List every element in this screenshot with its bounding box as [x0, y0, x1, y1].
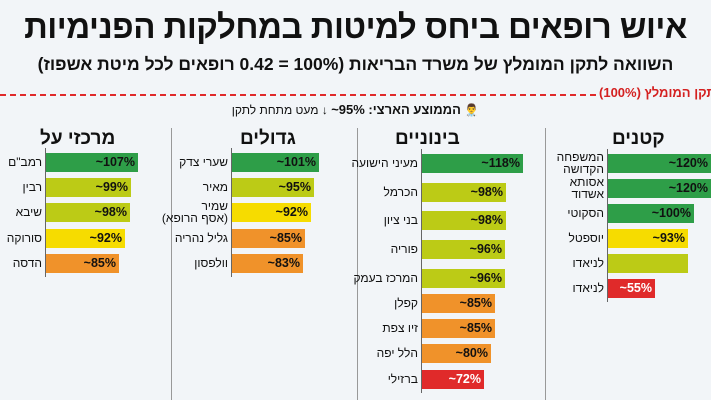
bar-value-label: ~98% [470, 185, 503, 199]
bar-value-label: ~85% [269, 231, 302, 245]
national-average-note: ↓ מעט מתחת לתקן [231, 103, 328, 117]
bar: ~85% [422, 294, 495, 313]
bar-value-label: ~92% [275, 205, 308, 219]
category-label: זיו צפת [382, 321, 418, 335]
bar-value-label: ~120% [668, 181, 708, 195]
bar: ~101% [232, 153, 319, 172]
chart-title: איוש רופאים ביחס למיטות במחלקות הפנימיות [24, 8, 687, 45]
bar-value-label: ~85% [459, 296, 492, 310]
category-label: פוריה [390, 242, 418, 256]
bar-value-label: ~120% [668, 156, 708, 170]
category-label: רבין [22, 180, 42, 194]
reference-line [0, 94, 596, 96]
group-title: קטנים [612, 128, 665, 149]
category-label: שמיר (אסף הרופא) [161, 199, 228, 225]
bar: ~93% [608, 229, 688, 248]
bar: ~85% [232, 229, 305, 248]
bar-value-label: ~96% [469, 271, 502, 285]
reference-line-label: התקן המומלץ (100%) [599, 85, 711, 100]
bar: ~118% [422, 154, 523, 173]
bar-value-label: ~99% [95, 180, 128, 194]
bar-value-label: ~93% [652, 231, 685, 245]
bar: ~95% [232, 178, 314, 197]
bar: ~100% [608, 204, 694, 223]
bar: ~92% [232, 203, 311, 222]
group-divider [545, 128, 546, 400]
bar-value-label: ~107% [95, 155, 135, 169]
chart-subtitle: השוואה לתקן המומלץ של משרד הבריאות (100%… [37, 54, 674, 74]
group-title: מרכזי על [40, 128, 116, 149]
bar-value-label: ~85% [459, 321, 492, 335]
bar-value-label: ~92% [89, 231, 122, 245]
group-axis [421, 149, 422, 393]
category-label: ברזילי [387, 372, 418, 386]
bar: ~96% [422, 240, 505, 259]
group-divider [357, 128, 358, 400]
bar: ~55% [608, 279, 655, 298]
category-label: סורוקה [6, 231, 42, 245]
category-label: לניאדו [572, 281, 604, 295]
bar-value-label: ~101% [276, 155, 316, 169]
bar-value-label: ~72% [448, 372, 481, 386]
bar-value-label: ~98% [470, 213, 503, 227]
category-label: גליל נהריה [174, 231, 228, 245]
category-label: המשפחה הקדושה [556, 150, 604, 176]
category-label: אסותא אשדוד [569, 175, 604, 201]
bar-value-label: ~83% [267, 256, 300, 270]
category-label: הדסה [12, 256, 42, 270]
bar: ~120% [608, 154, 711, 173]
group-axis [607, 149, 608, 302]
bar-value-label: ~118% [481, 156, 520, 170]
group-title: גדולים [240, 128, 296, 149]
national-average: 👨‍⚕️ הממוצע הארצי: 95%~ ↓ מעט מתחת לתקן [0, 102, 711, 117]
group-divider [171, 128, 172, 400]
bar: ~72% [422, 370, 484, 389]
bar: ~120% [608, 179, 711, 198]
bar-value-label: ~80% [455, 346, 488, 360]
category-label: הכרמל [383, 185, 418, 199]
doctor-icon: 👨‍⚕️ [464, 103, 480, 117]
bar-value-label: ~96% [469, 242, 502, 256]
bar: ~92% [46, 229, 125, 248]
bar-value-label: ~98% [94, 205, 127, 219]
category-label: רמב"ם [8, 155, 42, 169]
category-label: הסקוטי [567, 206, 604, 220]
category-label: יוספטל [568, 231, 605, 245]
category-label: קפלן [394, 296, 418, 310]
category-label: בני ציון [383, 213, 418, 227]
category-label: הלל יפה [376, 346, 418, 360]
group-axis [231, 148, 232, 277]
category-label: מעיני הישועה [351, 156, 418, 170]
bar: ~99% [46, 178, 131, 197]
bar: ~80% [422, 344, 491, 363]
bar-value-label: ~100% [651, 206, 691, 220]
bar: ~85% [46, 254, 119, 273]
bar: ~107% [46, 153, 138, 172]
bar: ~85% [422, 319, 495, 338]
bar-value-label: ~85% [83, 256, 116, 270]
bar: ~96% [422, 269, 505, 288]
bar [608, 254, 688, 273]
category-label: וולפסון [194, 256, 228, 270]
bar-value-label: ~95% [278, 180, 311, 194]
group-title: בינוניים [395, 128, 460, 149]
group-axis [45, 148, 46, 277]
category-label: מאיר [202, 180, 228, 194]
bar: ~98% [422, 183, 506, 202]
bar-value-label: ~55% [619, 281, 652, 295]
bar: ~98% [46, 203, 130, 222]
category-label: שערי צדק [179, 155, 228, 169]
national-average-label: הממוצע הארצי: 95%~ [331, 102, 461, 117]
bar: ~83% [232, 254, 303, 273]
category-label: שיבא [15, 205, 42, 219]
category-label: המרכז בעמק [353, 271, 418, 285]
category-label: לניאדו [572, 256, 604, 270]
bar: ~98% [422, 211, 506, 230]
